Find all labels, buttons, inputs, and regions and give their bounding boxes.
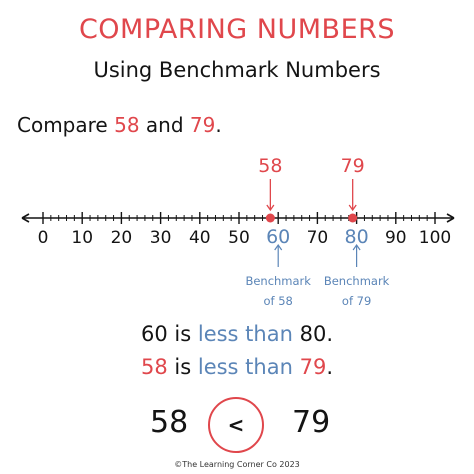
- point-label: 79: [341, 155, 365, 177]
- comparison-symbol-circle: <: [208, 397, 264, 453]
- down-arrow-icon: [348, 204, 357, 212]
- compare-number-a: 58: [114, 113, 140, 137]
- axis-arrow-right-icon: [446, 213, 455, 223]
- tick-label: 10: [71, 228, 93, 248]
- tick-label: 100: [419, 228, 451, 248]
- point-dot: [348, 213, 358, 223]
- tick-label: 60: [266, 226, 290, 248]
- up-arrow-icon: [274, 243, 283, 251]
- benchmark-note-line1: Benchmark: [245, 274, 311, 288]
- compare-number-b: 79: [189, 113, 216, 137]
- statement-1-end: .: [326, 322, 334, 346]
- comparison-symbol: <: [227, 413, 245, 437]
- benchmark-note-line2: of 58: [264, 294, 293, 308]
- tick-label: 50: [228, 228, 250, 248]
- number-line: 0 10 20 30 40 50 60 70 80 90 100 58 79 Benchmark of 58…: [21, 155, 455, 308]
- tick-label: 0: [38, 228, 49, 248]
- page-title: COMPARING NUMBERS: [78, 14, 396, 45]
- tick-label: 70: [307, 228, 329, 248]
- point-label: 58: [258, 155, 282, 177]
- final-number-left: 58: [150, 405, 189, 440]
- statement-2-is: is: [174, 355, 192, 379]
- tick-label: 90: [385, 228, 407, 248]
- statement-2: 58 is less than 79.: [0, 355, 474, 379]
- compare-prompt: Compare 58 and 79.: [17, 113, 222, 137]
- tick-label: 40: [189, 228, 211, 248]
- up-arrow-icon: [352, 243, 361, 251]
- final-number-right: 79: [292, 405, 331, 440]
- statement-1: 60 is less than 80.: [0, 322, 474, 346]
- tick-label: 30: [150, 228, 172, 248]
- benchmark-note-line1: Benchmark: [324, 274, 390, 288]
- point-dot: [265, 213, 275, 223]
- benchmark-note-line2: of 79: [342, 294, 371, 308]
- statement-2-relation: less than: [197, 355, 293, 379]
- tick-label: 80: [345, 226, 369, 248]
- compare-suffix: .: [215, 113, 222, 137]
- statement-1-is: is: [174, 322, 192, 346]
- page-subtitle: Using Benchmark Numbers: [93, 58, 381, 82]
- tick-label: 20: [111, 228, 133, 248]
- statement-2-a: 58: [140, 355, 168, 379]
- statement-2-b: 79: [299, 355, 327, 379]
- axis-arrow-left-icon: [21, 213, 30, 223]
- statement-2-end: .: [326, 355, 334, 379]
- statement-1-a: 60: [140, 322, 168, 346]
- copyright-footer: ©The Learning Corner Co 2023: [174, 460, 300, 469]
- statement-1-relation: less than: [197, 322, 293, 346]
- down-arrow-icon: [266, 204, 275, 212]
- compare-prefix: Compare: [17, 113, 108, 137]
- compare-conjunction: and: [145, 113, 184, 137]
- statement-1-b: 80: [299, 322, 327, 346]
